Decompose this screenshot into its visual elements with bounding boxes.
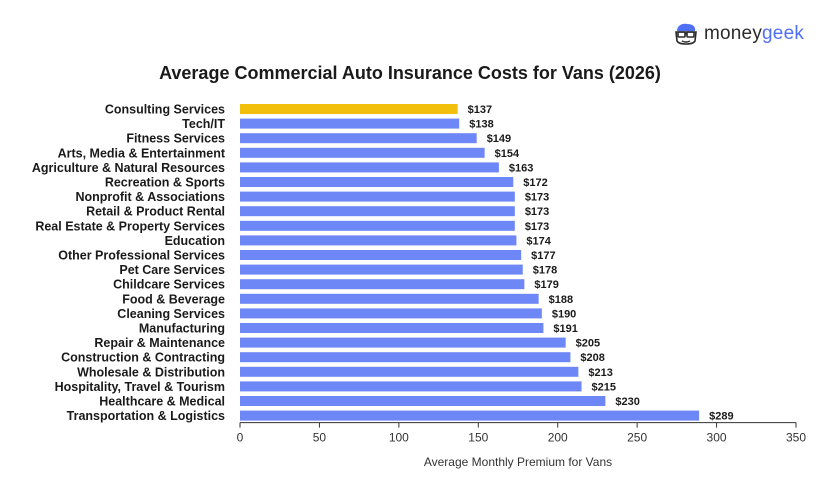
bar [240,366,579,377]
category-label: Recreation & Sports [105,176,225,190]
category-label: Fitness Services [126,132,225,146]
moneygeek-logo[interactable]: moneygeek [673,20,804,48]
bar [240,293,539,304]
x-tick-label: 300 [707,431,727,445]
brand-name-part1: money [704,23,763,44]
bar [240,250,522,260]
data-label: $208 [580,352,604,364]
data-label: $188 [549,294,573,306]
x-tick-label: 100 [389,431,409,445]
bar [240,206,515,217]
category-label: Wholesale & Distribution [77,365,225,379]
data-label: $138 [469,119,493,131]
category-label: Agriculture & Natural Resources [32,161,225,175]
category-label: Education [165,234,225,248]
data-label: $230 [615,396,639,408]
bar [240,337,566,348]
bar [240,323,544,333]
bar [240,308,542,319]
bar [240,220,515,231]
data-label: $172 [523,177,547,189]
data-label: $178 [533,265,557,277]
bar [240,133,477,144]
bar [240,177,514,187]
bar [240,191,515,202]
bar [240,410,700,421]
data-label: $213 [588,367,612,379]
x-tick-label: 350 [786,431,806,445]
data-label: $163 [509,162,533,174]
data-label: $177 [531,250,555,262]
bar [240,396,606,406]
category-label: Repair & Maintenance [94,336,225,350]
bar [240,381,582,392]
category-label: Transportation & Logistics [67,409,225,423]
bar [240,279,525,290]
chart-title: Average Commercial Auto Insurance Costs … [159,63,661,83]
bar [240,352,571,363]
data-label: $173 [525,221,549,233]
bar [240,162,499,173]
data-label: $174 [526,235,551,247]
data-label: $215 [592,381,616,393]
category-label: Arts, Media & Entertainment [58,146,226,160]
bar [240,235,517,246]
category-label: Construction & Contracting [61,351,225,365]
category-label: Hospitality, Travel & Tourism [55,380,225,394]
data-label: $205 [576,338,600,350]
data-label: $173 [525,192,549,204]
x-tick-label: 0 [237,431,244,445]
data-label: $190 [552,308,576,320]
brand-name-part2: geek [762,23,805,44]
category-label: Nonprofit & Associations [75,190,225,204]
x-tick-label: 200 [548,431,568,445]
bar [240,264,523,275]
x-tick-label: 250 [627,431,647,445]
data-label: $173 [525,206,549,218]
data-label: $137 [468,104,492,116]
category-label: Healthcare & Medical [99,395,225,409]
x-tick-label: 150 [468,431,488,445]
category-label: Tech/IT [182,117,225,131]
x-tick-label: 50 [313,431,327,445]
brand-name: moneygeek [704,23,804,45]
category-label: Retail & Product Rental [86,205,225,219]
data-label: $179 [534,279,558,291]
data-label: $154 [495,148,520,160]
data-label: $191 [553,323,577,335]
category-label: Other Professional Services [58,249,225,263]
category-label: Real Estate & Property Services [35,219,225,233]
category-label: Childcare Services [113,278,225,292]
category-label: Cleaning Services [117,307,225,321]
data-label: $289 [709,411,733,423]
category-label: Food & Beverage [122,292,225,306]
data-label: $149 [487,133,511,145]
x-axis-label: Average Monthly Premium for Vans [423,455,613,469]
category-label: Consulting Services [105,103,225,117]
category-label: Pet Care Services [119,263,225,277]
category-label: Manufacturing [139,322,225,336]
bar [240,147,485,158]
bar [240,118,460,129]
bar [240,104,458,114]
moneygeek-mascot-icon [675,23,697,45]
